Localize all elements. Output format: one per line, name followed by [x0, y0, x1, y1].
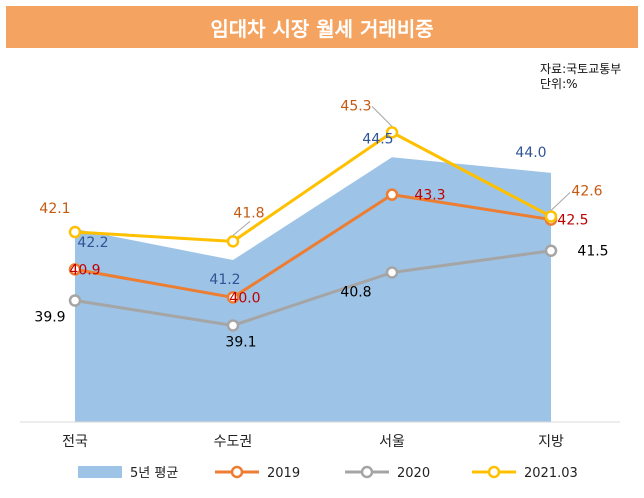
series-point-2021.03	[226, 235, 240, 248]
series-line-2019	[74, 193, 552, 299]
series-point-2020	[68, 294, 82, 307]
data-label: 40.0	[229, 290, 260, 306]
legend-marker	[230, 465, 244, 479]
category-label: 전국	[62, 434, 88, 450]
unit-line: 단위:%	[540, 77, 578, 91]
data-label: 39.9	[34, 310, 65, 326]
series-point-2020	[226, 319, 240, 332]
data-label: 42.6	[571, 183, 602, 199]
data-label: 45.3	[340, 98, 371, 114]
data-label: 41.2	[209, 272, 240, 288]
leader-line	[550, 192, 571, 211]
data-label: 42.2	[77, 235, 108, 251]
series-point-2020	[544, 244, 558, 257]
data-label: 42.1	[39, 201, 70, 217]
source-note: 자료:국토교통부 단위:%	[540, 62, 621, 92]
series-line-2020	[74, 249, 552, 327]
data-label: 44.0	[515, 145, 546, 161]
series-point-2021.03	[68, 225, 82, 239]
series-point-2021.03	[544, 210, 558, 223]
leader-line	[371, 106, 393, 127]
area-5yr-avg	[75, 157, 551, 423]
data-label: 41.5	[577, 244, 608, 260]
legend-label: 2020	[397, 466, 430, 481]
series-point-2019	[226, 291, 240, 304]
data-label: 40.8	[340, 285, 371, 301]
data-label: 44.5	[362, 131, 393, 147]
legend-marker	[360, 465, 374, 479]
source-line: 자료:국토교통부	[540, 62, 622, 76]
data-label: 43.3	[414, 188, 445, 204]
legend-swatch	[78, 466, 122, 478]
legend-label: 2021.03	[524, 466, 578, 481]
data-label: 42.5	[557, 213, 588, 229]
legend-label: 5년 평균	[130, 466, 178, 481]
chart-title: 임대차 시장 월세 거래비중	[6, 6, 638, 48]
series-point-2019	[385, 188, 399, 201]
data-label: 41.8	[233, 205, 264, 221]
series-line-2021.03	[74, 130, 552, 243]
series-point-2019	[68, 263, 82, 276]
series-point-2021.03	[385, 126, 399, 139]
category-label: 서울	[379, 434, 405, 450]
data-label: 40.9	[69, 262, 100, 278]
legend-label: 2019	[267, 466, 300, 481]
leader-line	[232, 220, 251, 236]
data-label: 39.1	[225, 334, 256, 350]
category-label: 지방	[538, 434, 564, 450]
series-point-2020	[385, 266, 399, 279]
legend-marker	[487, 465, 501, 479]
category-label: 수도권	[214, 434, 253, 450]
